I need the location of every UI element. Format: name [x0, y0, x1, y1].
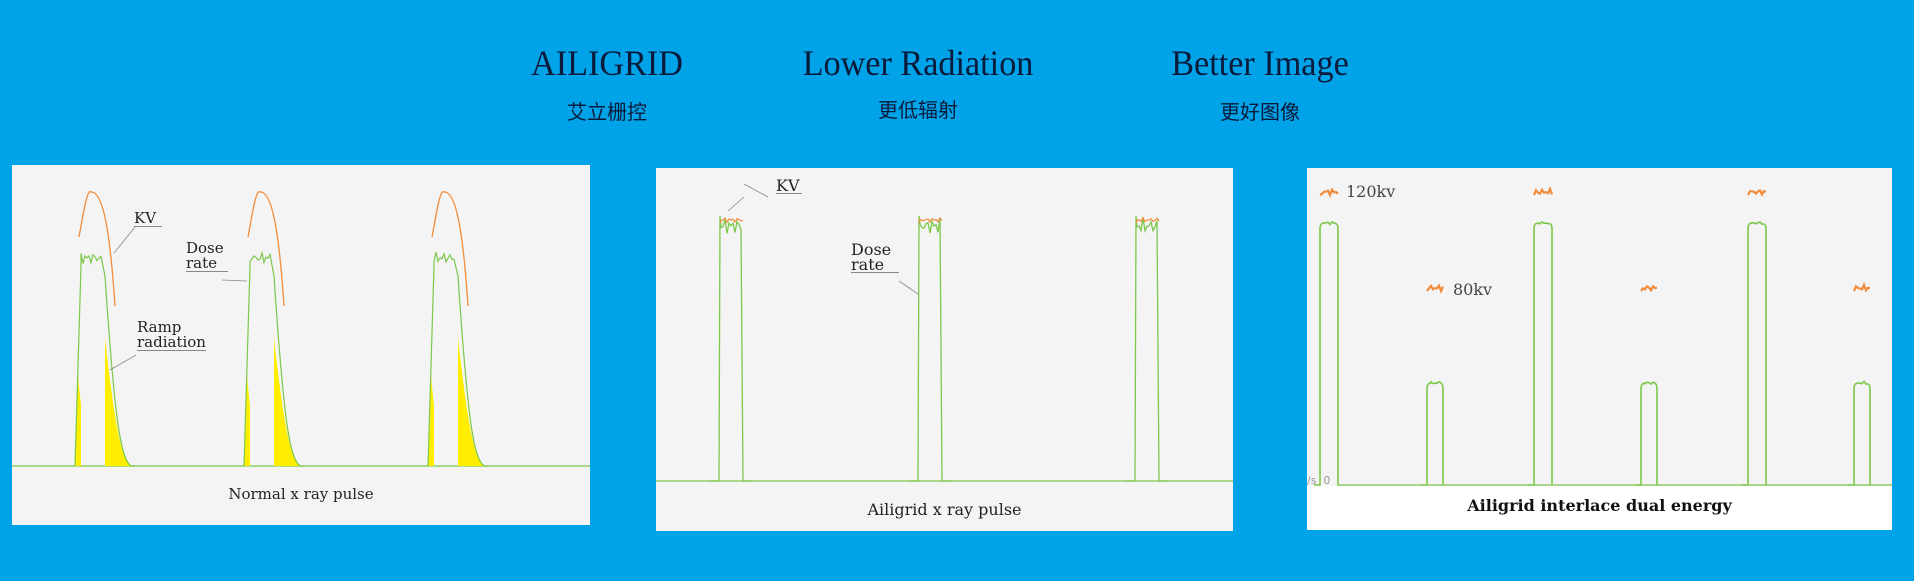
kv-label: KV — [134, 211, 163, 227]
ailigrid-pulse-panel: KV Dose rate Ailigrid x ray pulse — [656, 168, 1233, 531]
dose-rate-pulse-120kv — [1528, 220, 1553, 486]
kv-mark-80kv — [1426, 283, 1445, 295]
dose-rate-line1: Dose — [186, 239, 224, 257]
ramp-leader — [109, 354, 137, 371]
high-kv-label: 120kv — [1346, 182, 1396, 201]
dose-rate-leader — [898, 280, 919, 295]
kv-leader-short — [743, 183, 769, 198]
header-subtitle: 更低辐射 — [878, 98, 958, 122]
dose-rate-pulse-80kv — [1421, 380, 1444, 486]
header-title: AILIGRID — [531, 43, 683, 83]
kv-mark-120kv — [1532, 185, 1554, 196]
axis-fragment: /s 0 — [1307, 474, 1331, 487]
dose-rate-pulse-80kv — [1848, 380, 1871, 486]
low-kv-label: 80kv — [1453, 280, 1493, 299]
dual-energy-panel: 120kv 80kv /s 0 Ailigrid interlace dual … — [1307, 168, 1892, 530]
ramp-fill-trailing — [105, 338, 131, 466]
header-lower-radiation: Lower Radiation 更低辐射 — [768, 42, 1068, 123]
header-subtitle: 更好图像 — [1220, 100, 1300, 124]
dose-rate-leader — [221, 279, 248, 282]
kv-curve-1 — [78, 191, 116, 307]
ramp-fill-trailing — [274, 338, 300, 466]
chart-caption: Normal x ray pulse — [228, 485, 374, 503]
dose-rate-pulse-120kv — [1314, 220, 1339, 486]
kv-mark-80kv — [1852, 281, 1871, 293]
dose-rate-pulse-3 — [1125, 215, 1169, 482]
kv-label: KV — [776, 176, 802, 195]
ramp-fill-leading — [428, 376, 434, 466]
dose-rate-label: Dose rate — [851, 240, 900, 274]
dose-rate-pulse-1 — [709, 215, 753, 482]
kv-curve-3 — [431, 191, 469, 307]
kv-leader — [727, 196, 745, 212]
ramp-radiation-label: Ramp radiation — [137, 320, 206, 351]
dose-rate-pulse-3 — [427, 251, 488, 467]
chart-caption: Ailigrid x ray pulse — [867, 500, 1022, 519]
dose-rate-line1: Dose — [851, 240, 892, 259]
dose-rate-pulse-1 — [74, 253, 135, 467]
header-subtitle: 艾立栅控 — [567, 100, 647, 124]
ramp-fill-leading — [75, 376, 81, 466]
kv-plateau-2 — [918, 216, 943, 224]
kv-curve-2 — [247, 191, 285, 307]
dose-rate-line2: rate — [851, 255, 885, 274]
kv-plateau-1 — [719, 217, 744, 224]
dose-rate-pulse-2 — [243, 250, 304, 467]
normal-pulse-chart — [12, 191, 590, 467]
ailigrid-pulse-chart — [656, 183, 1233, 482]
header-ailigrid: AILIGRID 艾立栅控 — [507, 42, 707, 125]
kv-mark-80kv — [1640, 284, 1658, 293]
chart-caption: Ailigrid interlace dual energy — [1307, 486, 1892, 530]
dual-energy-chart — [1314, 185, 1892, 486]
dose-rate-pulse-2 — [908, 215, 952, 482]
dose-rate-pulse-80kv — [1635, 381, 1658, 486]
kv-leader — [113, 226, 136, 254]
kv-mark-120kv — [1747, 188, 1767, 197]
ramp-line2: radiation — [137, 333, 206, 351]
ramp-fill-leading — [244, 376, 250, 466]
kv-plateau-3 — [1135, 216, 1160, 224]
header-better-image: Better Image 更好图像 — [1110, 42, 1410, 125]
header-title: Lower Radiation — [802, 43, 1034, 83]
header-title: Better Image — [1171, 43, 1349, 83]
normal-pulse-panel: KV Dose rate Ramp radiation Normal x ray… — [12, 165, 590, 525]
dose-rate-label: Dose rate — [186, 241, 228, 272]
dose-rate-line2: rate — [186, 254, 218, 272]
dose-rate-pulse-120kv — [1742, 221, 1767, 486]
ramp-line1: Ramp — [137, 318, 182, 336]
ramp-fill-trailing — [458, 338, 484, 466]
kv-mark-120kv — [1319, 187, 1339, 199]
